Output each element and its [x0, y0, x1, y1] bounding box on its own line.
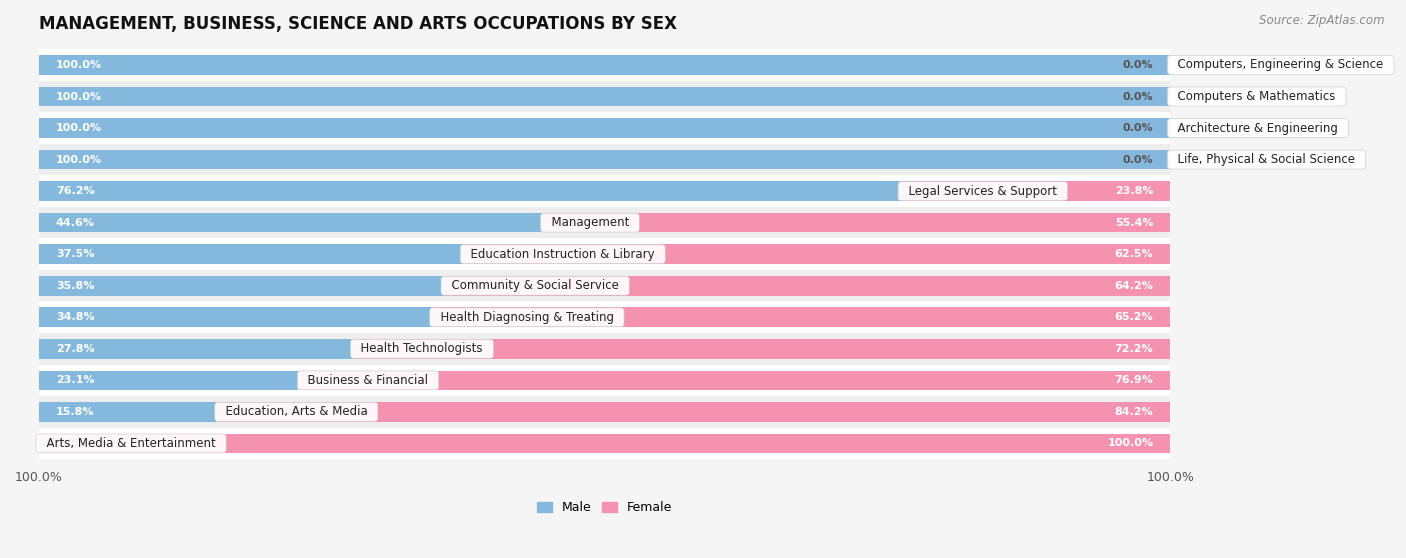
Bar [39, 55, 1170, 75]
Bar [39, 175, 1170, 207]
Text: Life, Physical & Social Science: Life, Physical & Social Science [1170, 153, 1362, 166]
Bar [39, 301, 1170, 333]
Bar [39, 339, 353, 359]
Text: 64.2%: 64.2% [1115, 281, 1153, 291]
Bar [39, 213, 544, 233]
Bar [901, 181, 1170, 201]
Text: Community & Social Service: Community & Social Service [444, 279, 626, 292]
Text: 0.0%: 0.0% [1122, 123, 1153, 133]
Text: 0.0%: 0.0% [1122, 92, 1153, 102]
Text: Computers, Engineering & Science: Computers, Engineering & Science [1170, 59, 1391, 71]
Bar [39, 244, 463, 264]
Text: 100.0%: 100.0% [56, 155, 101, 165]
Bar [39, 86, 1170, 106]
Text: 0.0%: 0.0% [1122, 155, 1153, 165]
Text: 100.0%: 100.0% [56, 60, 101, 70]
Text: 23.1%: 23.1% [56, 376, 94, 386]
Bar [463, 244, 1170, 264]
Bar [444, 276, 1170, 296]
Bar [39, 333, 1170, 364]
Text: Business & Financial: Business & Financial [301, 374, 436, 387]
Bar [39, 49, 1170, 81]
Text: Computers & Mathematics: Computers & Mathematics [1170, 90, 1343, 103]
Bar [433, 307, 1170, 327]
Text: 100.0%: 100.0% [56, 123, 101, 133]
Bar [39, 150, 1170, 170]
Text: 84.2%: 84.2% [1115, 407, 1153, 417]
Bar [39, 238, 1170, 270]
Text: Source: ZipAtlas.com: Source: ZipAtlas.com [1260, 14, 1385, 27]
Text: Arts, Media & Entertainment: Arts, Media & Entertainment [39, 437, 224, 450]
Bar [39, 402, 218, 422]
Bar [39, 207, 1170, 238]
Bar [39, 371, 301, 390]
Text: 37.5%: 37.5% [56, 249, 94, 259]
Bar [544, 213, 1170, 233]
Text: 27.8%: 27.8% [56, 344, 94, 354]
Text: Legal Services & Support: Legal Services & Support [901, 185, 1064, 198]
Text: 100.0%: 100.0% [56, 92, 101, 102]
Legend: Male, Female: Male, Female [537, 501, 672, 514]
Bar [39, 181, 901, 201]
Text: 15.8%: 15.8% [56, 407, 94, 417]
Bar [39, 364, 1170, 396]
Bar [39, 270, 1170, 301]
Bar [39, 396, 1170, 427]
Text: 44.6%: 44.6% [56, 218, 96, 228]
Text: 0.0%: 0.0% [1122, 60, 1153, 70]
Bar [39, 276, 444, 296]
Text: 35.8%: 35.8% [56, 281, 94, 291]
Text: MANAGEMENT, BUSINESS, SCIENCE AND ARTS OCCUPATIONS BY SEX: MANAGEMENT, BUSINESS, SCIENCE AND ARTS O… [39, 15, 676, 33]
Text: Health Diagnosing & Treating: Health Diagnosing & Treating [433, 311, 621, 324]
Text: Education Instruction & Library: Education Instruction & Library [463, 248, 662, 261]
Text: 72.2%: 72.2% [1115, 344, 1153, 354]
Bar [301, 371, 1170, 390]
Text: 100.0%: 100.0% [1108, 439, 1153, 449]
Text: 76.9%: 76.9% [1115, 376, 1153, 386]
Text: 76.2%: 76.2% [56, 186, 94, 196]
Bar [39, 112, 1170, 144]
Text: 55.4%: 55.4% [1115, 218, 1153, 228]
Bar [39, 434, 1170, 453]
Bar [39, 427, 1170, 459]
Bar [39, 144, 1170, 175]
Text: 65.2%: 65.2% [1115, 312, 1153, 323]
Text: 34.8%: 34.8% [56, 312, 94, 323]
Bar [39, 81, 1170, 112]
Text: Education, Arts & Media: Education, Arts & Media [218, 405, 375, 418]
Text: 62.5%: 62.5% [1115, 249, 1153, 259]
Bar [353, 339, 1170, 359]
Text: 0.0%: 0.0% [56, 439, 87, 449]
Bar [39, 118, 1170, 138]
Text: Management: Management [544, 216, 637, 229]
Bar [39, 307, 433, 327]
Text: Architecture & Engineering: Architecture & Engineering [1170, 122, 1346, 134]
Text: 23.8%: 23.8% [1115, 186, 1153, 196]
Bar [218, 402, 1170, 422]
Text: Health Technologists: Health Technologists [353, 342, 491, 355]
